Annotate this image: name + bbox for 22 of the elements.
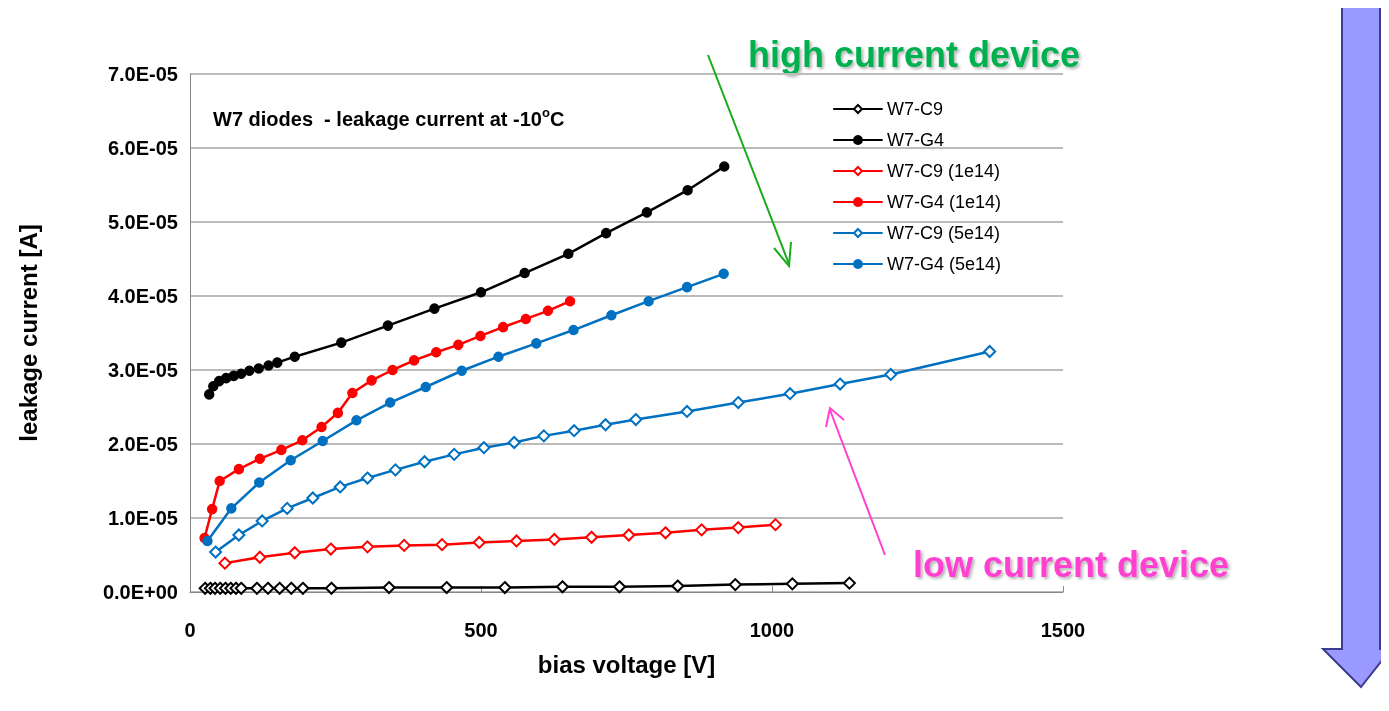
x-axis-title: bias voltage [V] — [537, 650, 716, 678]
y-tick-label: 3.0E-05 — [107, 359, 178, 381]
annotation: low current device — [913, 543, 1230, 585]
legend-label: W7-C9 (1e14) — [886, 161, 1001, 181]
x-tick-label: 500 — [464, 619, 498, 641]
legend-label: W7-G4 (1e14) — [886, 192, 1002, 212]
y-tick-label: 1.0E-05 — [107, 507, 178, 529]
y-tick-label: 0.0E+00 — [102, 581, 178, 603]
legend-label: W7-G4 (5e14) — [886, 254, 1002, 274]
legend-label: W7-C9 — [886, 99, 943, 119]
y-tick-label: 4.0E-05 — [107, 285, 178, 307]
y-tick-label: 5.0E-05 — [107, 211, 178, 233]
x-tick-label: 1000 — [749, 619, 795, 641]
y-tick-label: 6.0E-05 — [107, 137, 178, 159]
x-tick-label: 1500 — [1040, 619, 1086, 641]
annotation: high current device — [748, 33, 1081, 75]
x-tick-label: 0 — [184, 619, 196, 641]
y-axis-title: leakage current [A] — [14, 224, 42, 442]
legend-label: W7-C9 (5e14) — [886, 223, 1001, 243]
y-tick-label: 2.0E-05 — [107, 433, 178, 455]
y-tick-label: 7.0E-05 — [107, 63, 178, 85]
legend-label: W7-G4 — [886, 130, 944, 150]
